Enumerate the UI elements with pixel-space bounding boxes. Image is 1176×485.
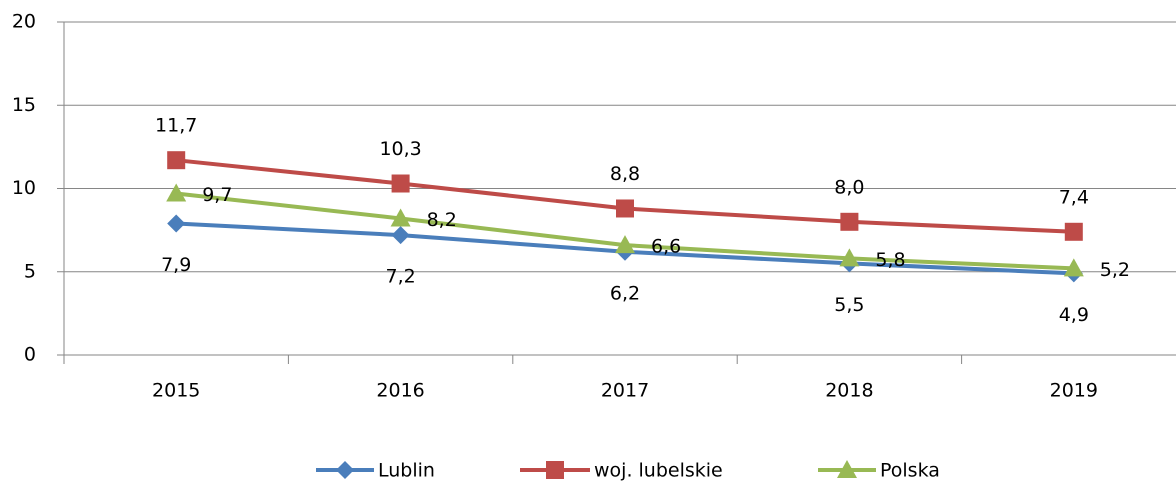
y-tick-label: 10	[12, 177, 36, 199]
data-label: 8,0	[834, 176, 864, 198]
data-label: 11,7	[155, 115, 197, 137]
point-marker	[391, 174, 410, 193]
data-label: 5,8	[875, 249, 905, 271]
y-tick-label: 0	[24, 344, 36, 366]
data-label: 6,2	[610, 282, 640, 304]
data-label: 9,7	[202, 184, 232, 206]
data-label: 10,3	[379, 138, 421, 160]
data-label: 8,2	[427, 209, 457, 231]
point-marker	[167, 214, 186, 233]
data-label: 4,9	[1059, 304, 1089, 326]
legend-label: woj. lubelskie	[594, 460, 723, 482]
point-marker	[166, 183, 187, 202]
point-marker	[390, 208, 411, 227]
legend-label: Polska	[880, 460, 940, 482]
legend-marker	[546, 461, 564, 479]
point-marker	[840, 212, 859, 231]
data-label: 7,9	[161, 254, 191, 276]
x-tick-label: 2017	[601, 380, 649, 402]
legend-marker	[336, 461, 354, 479]
data-label: 8,8	[610, 163, 640, 185]
legend-marker	[837, 460, 857, 478]
point-marker	[616, 199, 634, 218]
point-marker	[615, 235, 635, 254]
point-marker	[1064, 222, 1083, 241]
y-tick-label: 20	[12, 11, 36, 33]
y-tick-label: 5	[24, 260, 36, 282]
point-marker	[167, 151, 186, 170]
point-marker	[1063, 258, 1084, 277]
data-label: 7,2	[385, 266, 415, 288]
point-marker	[839, 248, 860, 267]
data-label: 5,5	[834, 294, 864, 316]
y-tick-label: 15	[12, 94, 36, 116]
point-marker	[391, 226, 410, 245]
x-tick-label: 2015	[152, 380, 200, 402]
x-tick-label: 2019	[1050, 380, 1098, 402]
legend-label: Lublin	[378, 460, 435, 482]
data-label: 5,2	[1100, 259, 1130, 281]
data-label: 6,6	[651, 236, 681, 258]
x-tick-label: 2018	[825, 380, 873, 402]
data-label: 7,4	[1059, 186, 1089, 208]
x-tick-label: 2016	[376, 380, 424, 402]
